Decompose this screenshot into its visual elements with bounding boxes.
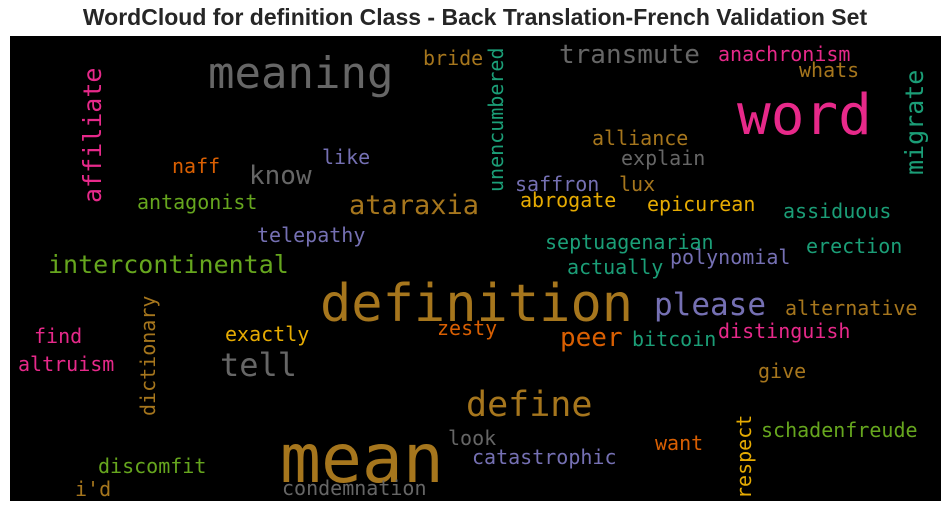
word-altruism: altruism xyxy=(18,352,115,376)
word-transmute: transmute xyxy=(559,40,700,70)
word-definition: definition xyxy=(320,274,634,334)
word-migrate: migrate xyxy=(900,69,929,175)
word-anachronism: anachronism xyxy=(718,42,851,66)
word-discomfit: discomfit xyxy=(98,454,207,478)
word-antagonist: antagonist xyxy=(137,190,258,214)
word-schadenfreude: schadenfreude xyxy=(761,418,918,442)
word-want: want xyxy=(655,431,704,455)
word-bitcoin: bitcoin xyxy=(632,327,717,351)
word-exactly: exactly xyxy=(225,322,310,346)
word-abrogate: abrogate xyxy=(520,188,617,212)
word-like: like xyxy=(322,145,371,169)
word-saffron: saffron xyxy=(515,172,600,196)
word-dictionary: dictionary xyxy=(136,295,160,416)
word-explain: explain xyxy=(621,146,706,170)
word-epicurean: epicurean xyxy=(647,192,756,216)
word-condemnation: condemnation xyxy=(282,476,427,500)
word-intercontinental: intercontinental xyxy=(48,250,289,279)
word-actually: actually xyxy=(567,255,664,279)
word-ataraxia: ataraxia xyxy=(349,190,480,221)
word-know: know xyxy=(249,161,312,191)
word-naff: naff xyxy=(172,154,221,178)
word-septuagenarian: septuagenarian xyxy=(545,230,714,254)
word-alliance: alliance xyxy=(592,126,689,150)
word-polynomial: polynomial xyxy=(670,245,791,269)
word-affiliate: affiliate xyxy=(78,67,107,203)
word-tell: tell xyxy=(220,346,298,384)
word-assiduous: assiduous xyxy=(783,199,892,223)
word-distinguish: distinguish xyxy=(718,319,851,343)
word-telepathy: telepathy xyxy=(257,223,366,247)
word-zesty: zesty xyxy=(437,316,498,340)
word-i-d: i'd xyxy=(75,477,112,501)
word-word: word xyxy=(737,83,872,148)
word-please: please xyxy=(654,287,766,323)
word-catastrophic: catastrophic xyxy=(472,445,617,469)
word-bride: bride xyxy=(423,46,484,70)
wordcloud-canvas: definition mean word meaning define please tel… xyxy=(10,36,941,501)
word-meaning: meaning xyxy=(208,48,394,99)
word-give: give xyxy=(758,359,807,383)
word-respect: respect xyxy=(732,414,756,499)
word-find: find xyxy=(34,324,83,348)
word-lux: lux xyxy=(619,172,656,196)
word-whats: whats xyxy=(799,58,860,82)
word-define: define xyxy=(466,385,593,425)
word-look: look xyxy=(448,426,497,450)
word-mean: mean xyxy=(280,420,444,499)
chart-title: WordCloud for definition Class - Back Tr… xyxy=(82,4,868,30)
word-alternative: alternative xyxy=(785,296,918,320)
word-peer: peer xyxy=(560,323,623,353)
word-unencumbered: unencumbered xyxy=(484,47,508,193)
word-erection: erection xyxy=(806,234,903,258)
